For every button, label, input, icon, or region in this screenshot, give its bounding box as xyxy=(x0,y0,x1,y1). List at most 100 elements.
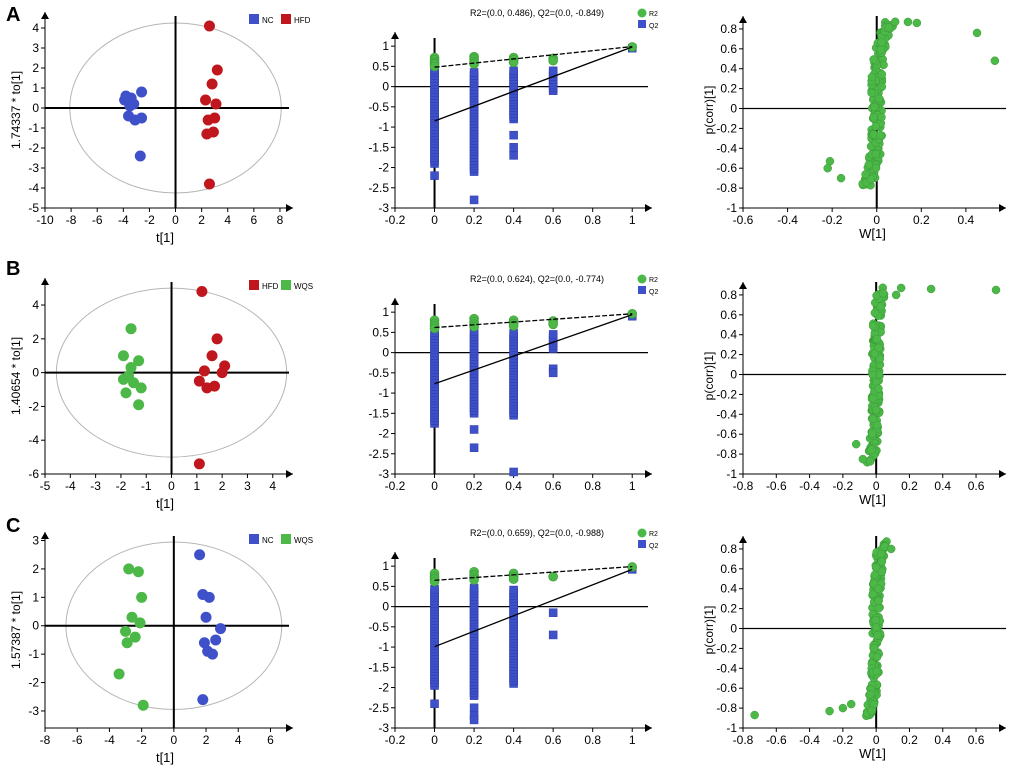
score-A-x-tick-label: -4 xyxy=(118,213,129,227)
perm-r2-point xyxy=(548,571,558,582)
score-B-x-tick-label: -2 xyxy=(116,479,127,493)
load-point xyxy=(873,584,883,594)
perm-A-y-tick-label: -2.5 xyxy=(368,181,389,195)
perm-legend-r2-label: R2 xyxy=(649,277,658,284)
perm-C-y-tick-label: -2.5 xyxy=(368,701,389,715)
load-point xyxy=(868,414,878,423)
score-y-label: 1.74337 * to[1] xyxy=(9,71,23,149)
score-C-x-tick-label: -8 xyxy=(40,733,51,747)
load-B-y-tick-label: 0 xyxy=(730,368,737,382)
perm-r2-point xyxy=(548,319,558,330)
score-point-nc xyxy=(136,112,148,124)
score-point-nc xyxy=(124,100,136,112)
perm-B-x-tick-label: 0.8 xyxy=(584,479,601,493)
load-point xyxy=(870,102,879,112)
score-C-x-tick-label: -4 xyxy=(104,733,115,747)
score-A-x-tick-label: -6 xyxy=(92,213,103,227)
load-C-x-arrow xyxy=(999,724,1006,732)
score-point-nc xyxy=(210,634,222,646)
score-C-y-tick-label: 0 xyxy=(32,619,39,633)
load-A-y-tick-label: -0.6 xyxy=(716,161,737,175)
perm-B-x-tick-label: 1 xyxy=(629,479,636,493)
score-A-y-arrow xyxy=(41,12,49,19)
perm-q2-point xyxy=(469,703,479,713)
perm-r2-point xyxy=(548,55,558,66)
load-point xyxy=(926,284,936,294)
score-point-hfd xyxy=(193,375,205,387)
score-C-x-arrow xyxy=(286,724,293,732)
score-B-x-tick-label: -3 xyxy=(90,479,101,493)
score-point-nc xyxy=(134,150,146,162)
perm-q2-point xyxy=(469,425,479,434)
score-A-y-tick-label: 0 xyxy=(32,101,39,115)
perm-A-x-tick-label: 0 xyxy=(431,213,438,227)
perm-q2-point xyxy=(430,699,439,708)
perm-q2-point xyxy=(430,584,439,594)
load-point xyxy=(866,690,875,699)
load-point xyxy=(877,70,887,79)
load-C-y-tick-label: -0.2 xyxy=(716,641,737,655)
perm-C-x-tick-label: 0.8 xyxy=(584,733,601,747)
perm-B-y-tick-label: -2.5 xyxy=(368,447,389,461)
perm-legend-r2-label: R2 xyxy=(649,11,658,18)
score-A-y-tick-label: -1 xyxy=(28,121,39,135)
score-point-wqs xyxy=(128,377,140,389)
score-B-x-tick-label: 0 xyxy=(168,479,175,493)
score-point-hfd xyxy=(198,365,210,377)
score-legend-label: WQS xyxy=(294,282,313,291)
load-C-y-tick-label: -0.8 xyxy=(716,701,737,715)
load-A-x-arrow xyxy=(999,204,1006,212)
load-point xyxy=(873,420,882,430)
perm-A-y-tick-label: -3 xyxy=(378,201,389,215)
load-point xyxy=(873,631,882,640)
score-C-y-arrow xyxy=(41,532,49,539)
load-y-label: p(corr)[1] xyxy=(702,352,716,401)
score-A-y-tick-label: -3 xyxy=(28,161,39,175)
score-C-y-tick-label: 2 xyxy=(32,562,39,576)
score-B-y-arrow xyxy=(41,278,49,285)
perm-B-y-tick-label: -2 xyxy=(378,427,389,441)
score-point-hfd xyxy=(216,367,228,379)
score-B-y-tick-label: 0 xyxy=(32,366,39,380)
score-B-y-tick-label: -6 xyxy=(28,467,39,481)
perm-A-x-tick-label: 0.6 xyxy=(545,213,562,227)
load-point xyxy=(877,112,886,122)
load-point xyxy=(823,163,832,173)
perm-q2-point xyxy=(509,467,518,477)
perm-C-x-tick-label: 1 xyxy=(629,733,636,747)
perm-B-x-arrow xyxy=(645,470,652,478)
score-A-x-tick-label: 0 xyxy=(172,213,179,227)
perm-A-x-arrow xyxy=(645,204,652,212)
score-legend-swatch xyxy=(249,14,259,24)
load-C-x-tick-label: -0.6 xyxy=(766,733,787,747)
load-point xyxy=(886,544,896,554)
score-point-hfd xyxy=(209,112,221,124)
load-point xyxy=(896,283,906,293)
perm-C-y-tick-label: -3 xyxy=(378,721,389,735)
score-point-nc xyxy=(136,86,148,98)
load-A-x-tick-label: 0.2 xyxy=(913,213,930,227)
load-point xyxy=(861,170,870,179)
load-A-x-tick-label: 0 xyxy=(873,213,880,227)
score-point-hfd xyxy=(200,94,212,106)
score-point-wqs xyxy=(125,362,137,374)
score-point-hfd xyxy=(206,78,218,90)
perm-A-y-tick-label: -2 xyxy=(378,161,389,175)
load-C-y-tick-label: 0.2 xyxy=(720,602,737,616)
load-B-y-tick-label: -0.4 xyxy=(716,407,737,421)
perm-B-y-tick-label: -1.5 xyxy=(368,406,389,420)
perm-A-y-tick-label: -1 xyxy=(378,120,389,134)
perm-C-y-arrow xyxy=(391,552,399,559)
score-legend-label: NC xyxy=(262,536,274,545)
load-B-y-tick-label: -0.8 xyxy=(716,447,737,461)
load-point xyxy=(871,122,881,131)
score-point-wqs xyxy=(134,617,146,629)
load-B-x-tick-label: 0.2 xyxy=(901,479,918,493)
score-C-x-tick-label: 4 xyxy=(235,733,242,747)
perm-B-y-tick-label: -0.5 xyxy=(368,366,389,380)
score-A-y-tick-label: -5 xyxy=(28,201,39,215)
perm-q2-point xyxy=(548,608,558,617)
score-C-y-tick-label: 3 xyxy=(32,534,39,548)
load-point xyxy=(871,405,881,415)
perm-C-y-tick-label: -1 xyxy=(378,640,389,654)
